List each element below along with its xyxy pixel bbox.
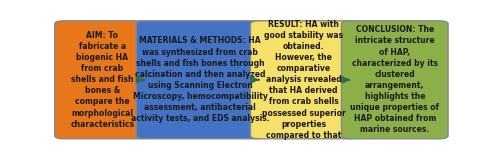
FancyBboxPatch shape [136,21,264,139]
FancyBboxPatch shape [342,21,448,139]
Text: CONCLUSION: The
intricate structure
of HAP,
characterized by its
clustered
arran: CONCLUSION: The intricate structure of H… [350,25,440,134]
FancyBboxPatch shape [250,21,357,139]
FancyBboxPatch shape [55,21,150,139]
Text: RESULT: HA with
good stability was
obtained.
However, the
comparative
analysis r: RESULT: HA with good stability was obtai… [262,20,345,140]
Text: MATERIALS & METHODS: HA
was synthesized from crab
shells and fish bones through
: MATERIALS & METHODS: HA was synthesized … [131,36,270,123]
Text: AIM: To
fabricate a
biogenic HA
from crab
shells and fish
bones &
compare the
mo: AIM: To fabricate a biogenic HA from cra… [70,31,134,129]
